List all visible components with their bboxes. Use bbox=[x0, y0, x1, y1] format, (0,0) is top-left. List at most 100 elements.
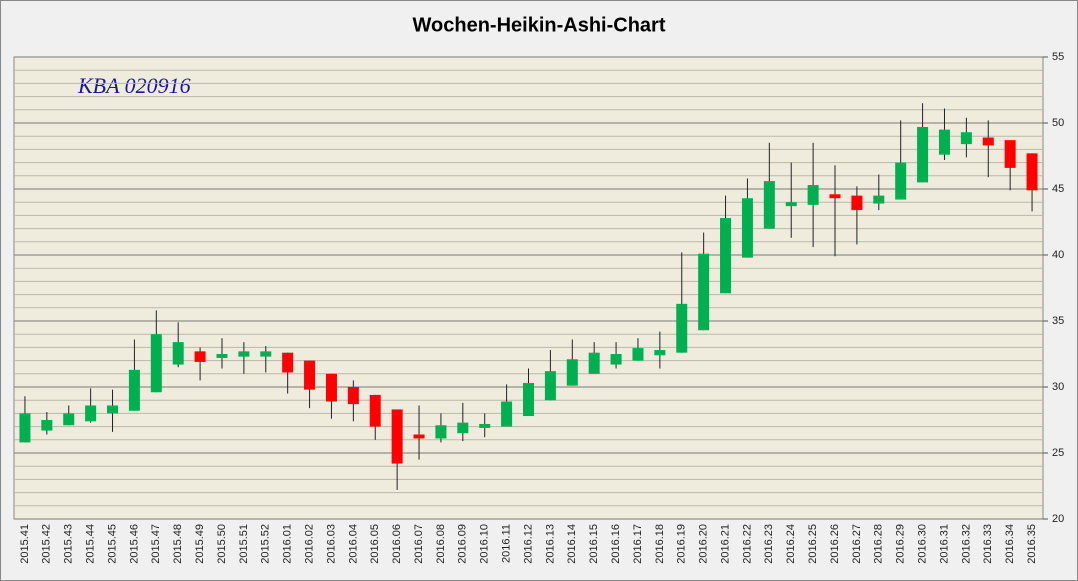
candle-body bbox=[457, 422, 469, 434]
x-tick-label: 2015.44 bbox=[85, 524, 97, 564]
candle-body bbox=[1026, 153, 1038, 191]
candle-body bbox=[676, 303, 688, 353]
candle-body bbox=[282, 352, 294, 373]
x-tick-label: 2016.30 bbox=[916, 524, 928, 564]
x-tick-label: 2016.20 bbox=[698, 524, 710, 564]
candle-body bbox=[347, 387, 359, 405]
x-tick-label: 2016.27 bbox=[851, 524, 863, 564]
candle-body bbox=[435, 425, 447, 439]
x-tick-label: 2016.28 bbox=[873, 524, 885, 564]
x-tick-label: 2016.16 bbox=[610, 524, 622, 564]
candle-body bbox=[895, 162, 907, 200]
candle-body bbox=[982, 137, 994, 146]
x-tick-label: 2016.19 bbox=[676, 524, 688, 564]
x-tick-label: 2016.23 bbox=[763, 524, 775, 564]
y-tick-label: 30 bbox=[1052, 381, 1064, 393]
candle-body bbox=[260, 351, 272, 357]
x-tick-label: 2016.31 bbox=[938, 524, 950, 564]
candle-body bbox=[829, 194, 841, 199]
x-tick-label: 2015.43 bbox=[63, 524, 75, 564]
x-tick-label: 2015.51 bbox=[238, 524, 250, 564]
candle-body bbox=[523, 383, 534, 417]
annotation: KBA 020916 bbox=[77, 73, 191, 98]
candle-body bbox=[763, 181, 775, 229]
x-tick-label: 2016.01 bbox=[282, 524, 294, 564]
candle-body bbox=[85, 405, 97, 422]
candle-body bbox=[851, 195, 863, 211]
x-tick-label: 2016.18 bbox=[654, 524, 666, 564]
x-tick-label: 2016.09 bbox=[457, 524, 469, 564]
candle-body bbox=[41, 420, 53, 431]
candle-body bbox=[720, 218, 732, 294]
candle-body bbox=[938, 129, 950, 155]
candle-body bbox=[917, 126, 929, 183]
x-tick-label: 2016.02 bbox=[303, 524, 315, 564]
y-tick-label: 35 bbox=[1052, 315, 1064, 327]
candle-body bbox=[107, 405, 119, 414]
x-tick-label: 2016.32 bbox=[960, 524, 972, 564]
x-tick-label: 2016.13 bbox=[544, 524, 556, 564]
y-tick-label: 45 bbox=[1052, 183, 1064, 195]
x-tick-label: 2015.48 bbox=[172, 524, 184, 564]
candle-body bbox=[588, 352, 600, 374]
candle-body bbox=[413, 434, 425, 439]
plot-area bbox=[13, 56, 1044, 520]
candle-body bbox=[304, 360, 316, 390]
chart-title: Wochen-Heikin-Ashi-Chart bbox=[413, 14, 666, 36]
x-tick-label: 2016.29 bbox=[895, 524, 907, 564]
x-tick-label: 2016.10 bbox=[479, 524, 491, 564]
x-tick-label: 2016.11 bbox=[501, 524, 513, 563]
candle-body bbox=[566, 359, 578, 386]
x-tick-label: 2015.41 bbox=[19, 524, 31, 564]
y-tick-label: 55 bbox=[1052, 51, 1064, 63]
x-tick-label: 2016.25 bbox=[807, 524, 819, 564]
x-tick-label: 2015.52 bbox=[260, 524, 272, 564]
x-tick-label: 2016.22 bbox=[741, 524, 753, 564]
x-tick-label: 2016.12 bbox=[522, 524, 534, 564]
candle-body bbox=[128, 369, 140, 411]
x-tick-label: 2016.24 bbox=[785, 524, 797, 564]
x-tick-label: 2016.07 bbox=[413, 524, 425, 564]
candle-body bbox=[369, 394, 381, 427]
y-tick-label: 20 bbox=[1052, 513, 1064, 525]
y-tick-label: 40 bbox=[1052, 249, 1064, 261]
candle-body bbox=[741, 198, 753, 258]
y-tick-label: 25 bbox=[1052, 447, 1064, 459]
x-tick-label: 2016.03 bbox=[325, 524, 337, 564]
candle-body bbox=[960, 132, 972, 145]
candle-body bbox=[544, 371, 556, 401]
candle-body bbox=[698, 253, 710, 331]
candle-body bbox=[194, 351, 206, 362]
x-tick-label: 2016.35 bbox=[1026, 524, 1038, 564]
candle-body bbox=[479, 423, 491, 428]
candle-body bbox=[19, 413, 31, 443]
x-tick-label: 2015.50 bbox=[216, 524, 228, 564]
candle-body bbox=[785, 202, 797, 207]
x-tick-label: 2016.14 bbox=[566, 524, 578, 564]
candle-body bbox=[1004, 140, 1016, 168]
x-tick-label: 2016.04 bbox=[347, 524, 359, 564]
candle-body bbox=[238, 351, 250, 357]
candle-body bbox=[501, 401, 513, 427]
x-tick-label: 2016.06 bbox=[391, 524, 403, 564]
x-tick-label: 2015.49 bbox=[194, 524, 206, 564]
candle-body bbox=[873, 195, 885, 204]
x-tick-label: 2015.45 bbox=[106, 524, 118, 564]
candle-body bbox=[216, 354, 228, 358]
y-tick-label: 50 bbox=[1052, 117, 1064, 129]
candle-body bbox=[632, 348, 644, 361]
x-tick-label: 2016.05 bbox=[369, 524, 381, 564]
x-tick-label: 2016.21 bbox=[719, 524, 731, 564]
candle-body bbox=[325, 373, 337, 402]
x-tick-label: 2016.26 bbox=[829, 524, 841, 564]
x-tick-label: 2015.42 bbox=[41, 524, 53, 564]
candle-body bbox=[807, 185, 819, 205]
x-tick-label: 2016.34 bbox=[1004, 524, 1016, 564]
x-tick-label: 2015.46 bbox=[128, 524, 140, 564]
candle-body bbox=[172, 342, 184, 365]
candle-body bbox=[63, 413, 75, 426]
candle-body bbox=[610, 354, 622, 365]
x-tick-label: 2016.15 bbox=[588, 524, 600, 564]
x-tick-label: 2015.47 bbox=[150, 524, 162, 564]
